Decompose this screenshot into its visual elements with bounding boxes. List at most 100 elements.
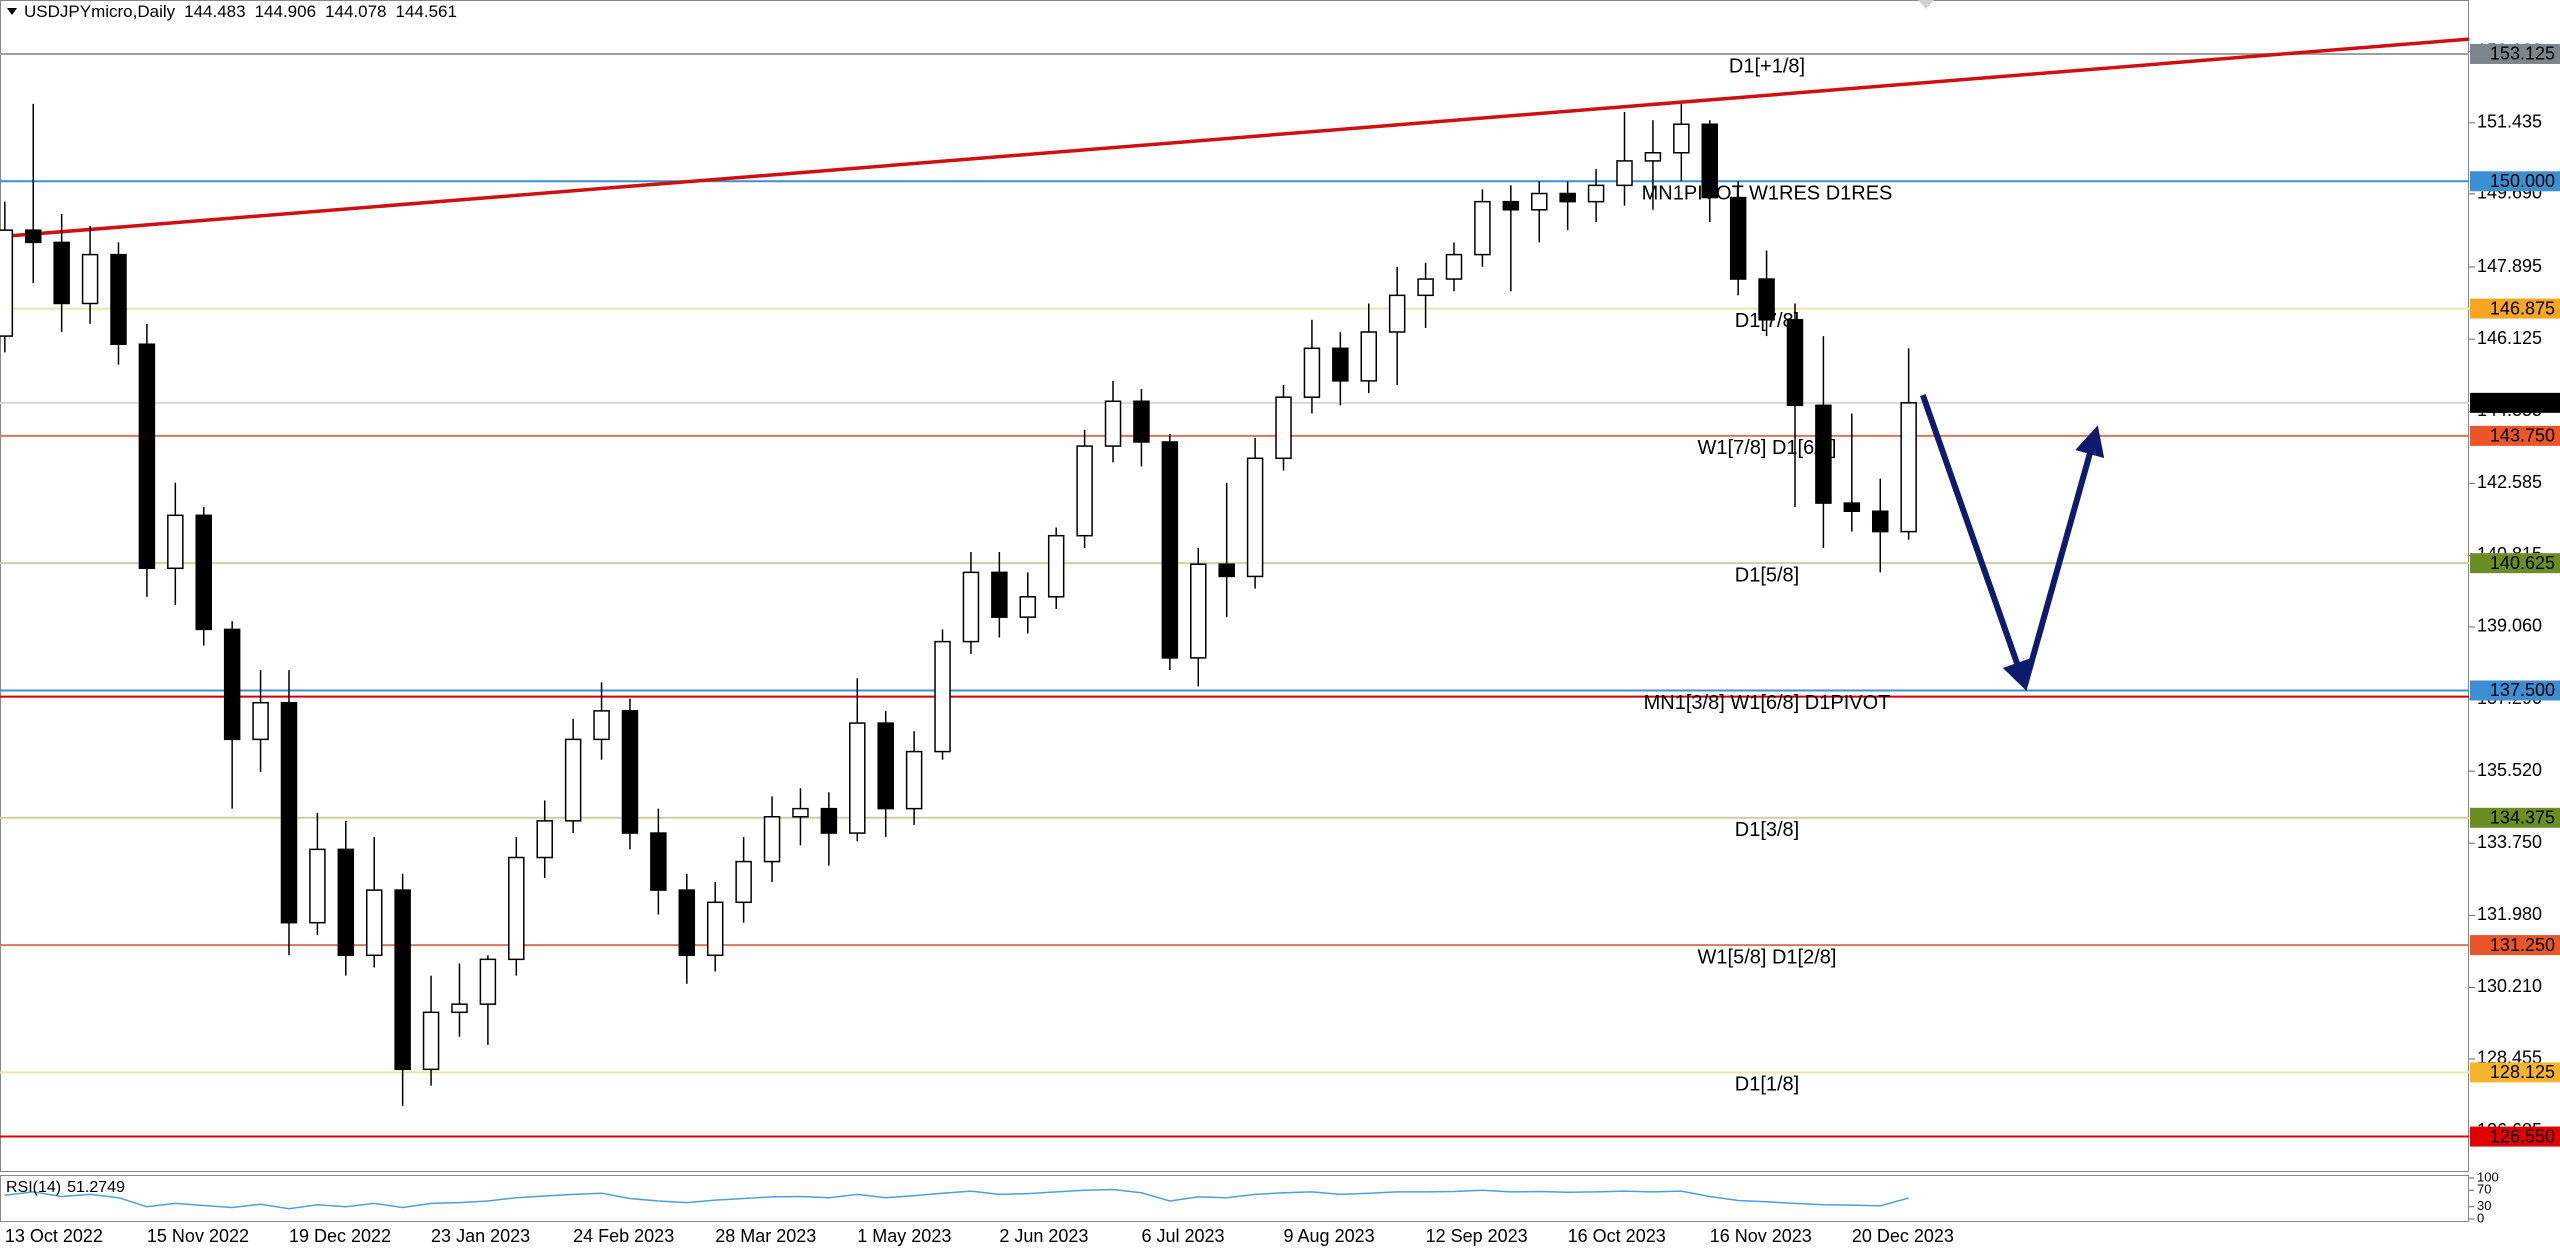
- price-box: [2470, 171, 2560, 192]
- y-tick-label: 135.520: [2477, 760, 2542, 780]
- candle-body: [763, 816, 781, 863]
- candle-body: [365, 889, 383, 957]
- candle-body: [536, 820, 553, 859]
- candle-body: [735, 860, 752, 904]
- candle-body: [24, 229, 42, 244]
- x-tick-label: 28 Mar 2023: [715, 1226, 816, 1246]
- price-box: [2470, 680, 2560, 701]
- rsi-tick-label: 70: [2477, 1182, 2491, 1197]
- candle-body: [110, 253, 127, 345]
- candle-body: [1332, 347, 1349, 382]
- marks: 126.685128.455130.210131.980133.750135.5…: [0, 37, 2560, 1246]
- x-tick-label: 9 Aug 2023: [1284, 1226, 1375, 1246]
- candle-body: [1360, 331, 1378, 382]
- candle-body: [508, 856, 525, 961]
- candle-body: [223, 628, 241, 741]
- candle-body: [53, 241, 70, 305]
- header-ohlc: 144.561: [396, 2, 457, 21]
- price-box-label: 143.750: [2490, 426, 2555, 446]
- candle-body: [962, 571, 980, 643]
- candle-body: [1559, 192, 1576, 203]
- price-box-label: 131.250: [2490, 935, 2555, 955]
- candle-body: [138, 343, 156, 570]
- forecast-arrow: [2021, 425, 2105, 687]
- candle-body: [650, 832, 667, 891]
- candle-body: [1474, 200, 1491, 256]
- header-ohlc: 144.483: [184, 2, 245, 21]
- shift-marker: [1918, 0, 1934, 9]
- candle-body: [820, 807, 838, 834]
- rsi-tick-label: 0: [2477, 1210, 2484, 1225]
- x-tick-label: 15 Nov 2022: [147, 1226, 249, 1246]
- level-name: MN1[3/8] W1[6/8] D1PIVOT: [1644, 692, 1891, 714]
- candle-body: [451, 1003, 468, 1014]
- candle-body: [991, 571, 1008, 618]
- candle-body: [1388, 294, 1406, 333]
- x-tick-label: 1 May 2023: [857, 1226, 951, 1246]
- candle-body: [1758, 278, 1775, 321]
- candle-body: [1531, 192, 1548, 211]
- price-box: [2470, 425, 2560, 446]
- price-box-label: 137.500: [2490, 680, 2555, 700]
- candle-body: [564, 738, 582, 822]
- candle-body: [1900, 402, 1917, 533]
- level-name: D1[1/8]: [1735, 1074, 1799, 1096]
- x-tick-label: 13 Oct 2022: [5, 1226, 103, 1246]
- candle-body: [1275, 396, 1292, 460]
- y-tick-label: 151.435: [2477, 112, 2542, 132]
- candle-body: [1616, 160, 1633, 187]
- candle-body: [1303, 347, 1321, 398]
- x-tick-label: 6 Jul 2023: [1141, 1226, 1224, 1246]
- candle-body: [706, 901, 724, 957]
- x-tick-label: 12 Sep 2023: [1426, 1226, 1528, 1246]
- y-tick-label: 130.210: [2477, 976, 2542, 996]
- candle-body: [252, 701, 269, 741]
- candle-body: [905, 750, 923, 810]
- level-name: W1[7/8] D1[6/8]: [1698, 437, 1837, 459]
- candle-body: [280, 701, 298, 924]
- x-tick-label: 2 Jun 2023: [999, 1226, 1088, 1246]
- y-tick-label: 131.980: [2477, 904, 2542, 924]
- candle-body: [1161, 441, 1179, 659]
- trendline: [0, 37, 2470, 239]
- candle-body: [1502, 200, 1520, 211]
- candle-body: [593, 710, 610, 741]
- candle-body: [678, 889, 696, 957]
- price-box: [2470, 935, 2560, 956]
- price-box-label: 153.125: [2490, 44, 2555, 64]
- rsi-tick-label: 30: [2477, 1198, 2491, 1213]
- candle-body: [1076, 445, 1093, 537]
- level-name: MN1PIVOT W1RES D1RES: [1642, 183, 1893, 205]
- candle-body: [81, 253, 99, 305]
- price-box: [2470, 1062, 2560, 1083]
- header: USDJPYmicro,Daily 144.483 144.906 144.078 14…: [24, 2, 457, 21]
- candle-body: [621, 710, 639, 834]
- candle-body: [422, 1011, 440, 1071]
- rsi-value: 51.2749: [67, 1179, 125, 1196]
- candle-body: [337, 848, 355, 957]
- candle-body: [1047, 534, 1065, 598]
- candle-body: [1019, 596, 1037, 618]
- price-box: [2470, 392, 2560, 413]
- candle-body: [1587, 184, 1605, 203]
- rsi-tick-label: 100: [2477, 1169, 2499, 1184]
- candle-body: [877, 722, 894, 810]
- candle-body: [1644, 152, 1662, 162]
- candle-body: [309, 848, 326, 924]
- plot-frame: [0, 0, 2469, 1172]
- candle-body: [1417, 278, 1434, 297]
- candle-body: [479, 958, 497, 1005]
- candle-body: [1815, 404, 1832, 504]
- candle-body: [0, 229, 14, 337]
- candle-body: [1133, 400, 1150, 443]
- price-box-label: 134.375: [2490, 808, 2555, 828]
- y-tick-label: 147.895: [2477, 256, 2542, 276]
- rsi-name: RSI(14): [6, 1179, 61, 1196]
- candle-body: [1218, 563, 1235, 578]
- candle-body: [1190, 563, 1207, 659]
- candle-body: [1871, 510, 1889, 533]
- price-box-label: 140.625: [2490, 553, 2555, 573]
- candle-body: [1246, 457, 1264, 578]
